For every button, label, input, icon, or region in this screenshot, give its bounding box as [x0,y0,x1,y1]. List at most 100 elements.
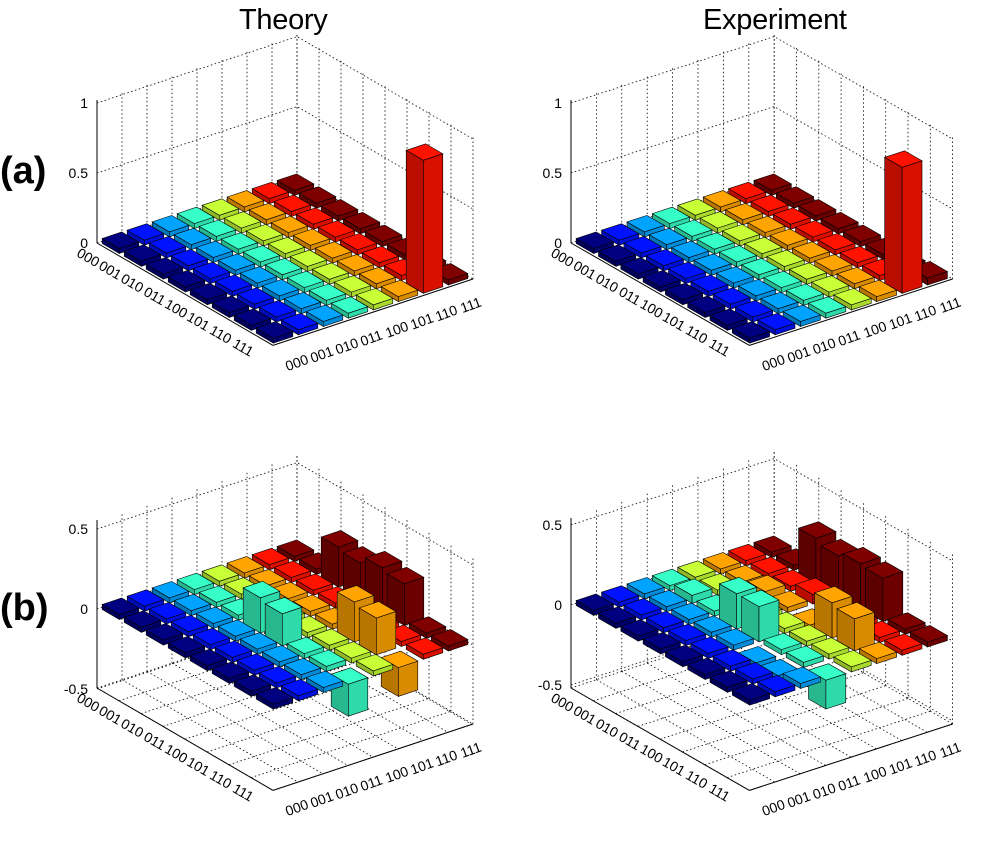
panel-b-experiment: 0.50-0.500000000100101001001101110010010… [538,451,963,819]
title-theory: Theory [239,4,328,36]
bar [763,632,802,656]
col-tick-label: 101 [887,309,915,332]
bar [620,257,659,280]
bar [731,683,771,706]
bar [842,224,882,248]
bar [189,648,228,672]
bar [380,650,419,697]
bar [270,215,309,239]
bar [405,143,444,294]
bar [305,670,344,694]
bar [170,614,209,638]
bar [836,601,876,652]
z-tick-label: 0.5 [69,521,89,537]
bar [292,228,331,251]
row-tick-label: 111 [230,780,257,805]
bar [721,224,761,247]
bar [201,198,240,221]
bar [718,245,758,268]
bar [176,206,215,230]
bar [626,215,666,238]
bar [233,674,272,697]
bar [226,556,265,579]
bar [667,261,707,285]
bar [734,662,774,685]
bar [226,190,265,213]
bar [148,236,187,259]
bar [317,220,356,243]
bar [794,220,834,243]
bar [333,275,372,298]
col-tick-label: 010 [810,779,838,802]
bar [251,547,290,571]
bar [311,628,350,651]
bars-b-experiment [575,521,949,710]
bar [276,539,315,562]
bar [763,270,802,294]
col-tick-label: 110 [433,747,460,770]
bar [769,228,809,251]
bar [600,585,640,608]
bar [648,589,688,613]
bar [833,650,872,673]
col-tick-label: 100 [383,763,411,786]
bar [339,233,378,256]
bar [775,186,815,209]
bar [810,637,850,660]
bar [283,291,322,315]
z-tick-label: 0 [554,235,562,251]
bar [766,249,806,273]
bar [239,632,278,655]
z-tick-label: 0 [80,235,88,251]
bar [709,670,749,693]
bar [883,633,923,656]
bar [820,211,859,235]
z-tick-label: -0.5 [64,681,88,697]
bar [575,593,615,617]
bar [883,150,923,294]
col-tick-label: 000 [283,351,311,374]
bar [245,224,284,247]
bar [283,657,322,681]
col-tick-label: 000 [760,796,788,819]
bar [753,173,793,196]
bar [101,231,140,255]
bar [839,245,879,269]
bar [430,629,469,652]
bar [123,244,162,267]
bar [807,296,847,319]
bar [236,653,275,676]
col-tick-label: 001 [308,343,336,366]
z-tick-label: 1 [80,95,88,111]
col-tick-label: 001 [785,343,813,366]
bar [686,657,726,681]
bar [151,581,190,604]
z-tick-label: 0.5 [543,517,563,533]
bar [727,181,767,205]
bar [280,678,319,702]
col-tick-label: 001 [785,788,813,811]
z-tick-label: 0.5 [543,165,563,181]
bar [642,270,682,293]
bar [858,641,898,665]
bar [664,644,704,668]
bar [782,304,822,328]
bar [255,687,294,710]
bar [264,257,303,281]
col-tick-label: 011 [836,771,863,794]
bar [198,585,237,608]
bar [690,636,729,659]
z-tick-label: -0.5 [538,677,562,693]
bar [273,560,312,584]
bar [677,560,716,583]
bar [782,666,822,690]
bar [355,654,394,677]
bar [308,649,347,672]
col-tick-label: 111 [937,294,963,316]
bar [220,232,259,255]
bar [747,215,786,239]
bar [623,598,662,621]
bar [217,253,256,276]
col-tick-label: 101 [887,754,915,777]
